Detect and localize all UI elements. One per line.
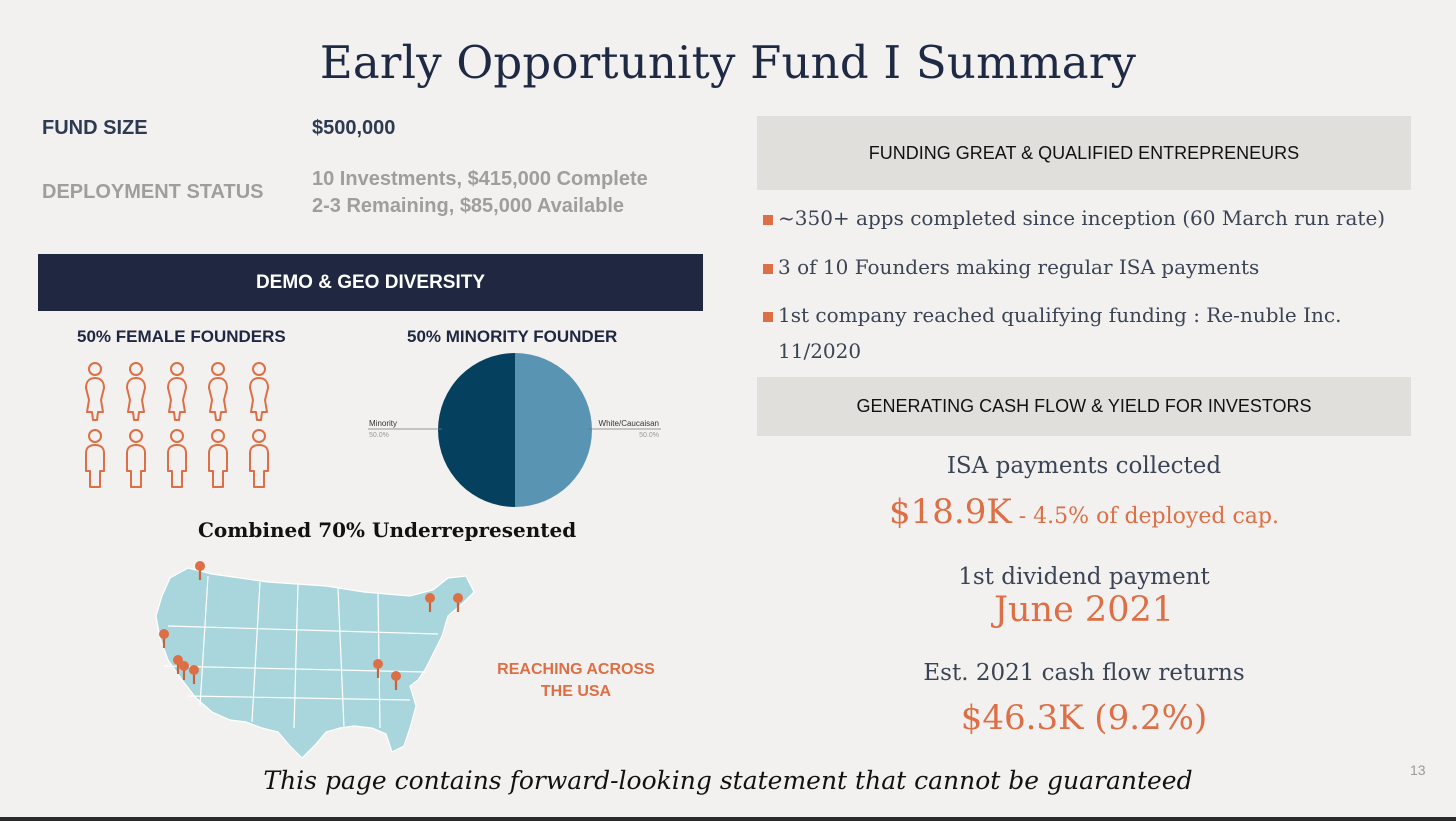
isa-label: ISA payments collected xyxy=(946,453,1222,479)
deployment-status-label: DEPLOYMENT STATUS xyxy=(42,181,264,203)
female-founder-icon xyxy=(242,429,276,489)
isa-amount: $18.9K xyxy=(889,492,1012,532)
pie-slice-minority xyxy=(438,353,515,507)
map-pin-icon xyxy=(391,671,401,681)
funding-bullet-3-continued: 11/2020 xyxy=(778,339,862,363)
isa-note: - 4.5% of deployed cap. xyxy=(1011,504,1279,529)
female-founder-icon xyxy=(160,429,194,489)
map-pin-icon xyxy=(373,659,383,669)
deployment-line-1: 10 Investments, $415,000 Complete xyxy=(312,168,648,190)
reach-line-1: REACHING ACROSS xyxy=(497,661,655,678)
bottom-divider xyxy=(0,817,1456,821)
funding-bullet-2-text: 3 of 10 Founders making regular ISA paym… xyxy=(778,255,1260,279)
map-pins xyxy=(159,561,463,690)
female-founders-heading: 50% FEMALE FOUNDERS xyxy=(77,327,286,346)
female-founder-icon xyxy=(78,429,112,489)
cash-flow-value: $46.3K (9.2%) xyxy=(960,698,1208,738)
reach-line-2: THE USA xyxy=(540,683,612,700)
funding-bullet-1: ~350+ apps completed since inception (60… xyxy=(763,200,1403,236)
map-pin-icon xyxy=(453,593,463,603)
dividend-value: June 2021 xyxy=(993,590,1175,630)
pie-value-minority: 50.0% xyxy=(369,432,389,439)
cash-flow-label: Est. 2021 cash flow returns xyxy=(923,660,1245,686)
combined-underrepresented: Combined 70% Underrepresented xyxy=(198,518,577,542)
usa-map xyxy=(155,561,475,759)
page-number: 13 xyxy=(1410,762,1426,778)
female-founder-icon xyxy=(201,429,235,489)
female-founder-icon xyxy=(242,362,276,422)
pie-label-white: White/Caucaisan xyxy=(599,419,659,428)
funding-bullet-1-text: ~350+ apps completed since inception (60… xyxy=(778,206,1386,230)
pie-slice-white xyxy=(515,353,592,507)
map-pin-icon xyxy=(159,629,169,639)
map-pin-icon xyxy=(179,661,189,671)
footnote: This page contains forward-looking state… xyxy=(263,766,1193,795)
pie-label-minority: Minority xyxy=(369,419,397,428)
bullet-square-icon xyxy=(763,215,773,225)
dividend-label: 1st dividend payment xyxy=(958,564,1210,590)
deployment-status-value: 10 Investments, $415,000 Complete 2-3 Re… xyxy=(312,166,648,220)
page-title: Early Opportunity Fund I Summary xyxy=(319,36,1137,89)
female-founders-icons xyxy=(78,362,288,492)
female-founder-icon xyxy=(201,362,235,422)
funding-section-header: FUNDING GREAT & QUALIFIED ENTREPRENEURS xyxy=(757,116,1411,190)
deployment-line-2: 2-3 Remaining, $85,000 Available xyxy=(312,195,625,217)
bullet-square-icon xyxy=(763,312,773,322)
funding-bullet-3: 1st company reached qualifying funding :… xyxy=(763,297,1403,369)
fund-size-value: $500,000 xyxy=(312,117,396,139)
female-founder-icon xyxy=(160,362,194,422)
reaching-across-usa: REACHING ACROSS THE USA xyxy=(488,659,664,703)
map-pin-icon xyxy=(195,561,205,571)
funding-bullet-3-text: 1st company reached qualifying funding :… xyxy=(778,303,1342,327)
female-founder-icon xyxy=(78,362,112,422)
female-founder-icon xyxy=(119,429,153,489)
cashflow-section-header: GENERATING CASH FLOW & YIELD FOR INVESTO… xyxy=(757,377,1411,436)
demo-geo-header: DEMO & GEO DIVERSITY xyxy=(38,254,703,311)
usa-map-shape xyxy=(155,567,475,759)
map-pin-icon xyxy=(189,665,199,675)
isa-value: $18.9K - 4.5% of deployed cap. xyxy=(757,492,1411,532)
map-pin-icon xyxy=(425,593,435,603)
funding-bullet-2: 3 of 10 Founders making regular ISA paym… xyxy=(763,249,1403,285)
fund-size-label: FUND SIZE xyxy=(42,117,148,139)
minority-pie-chart: Minority 50.0% White/Caucaisan 50.0% xyxy=(368,353,661,507)
pie-value-white: 50.0% xyxy=(639,432,659,439)
bullet-square-icon xyxy=(763,264,773,274)
female-founder-icon xyxy=(119,362,153,422)
minority-founder-heading: 50% MINORITY FOUNDER xyxy=(407,327,618,346)
